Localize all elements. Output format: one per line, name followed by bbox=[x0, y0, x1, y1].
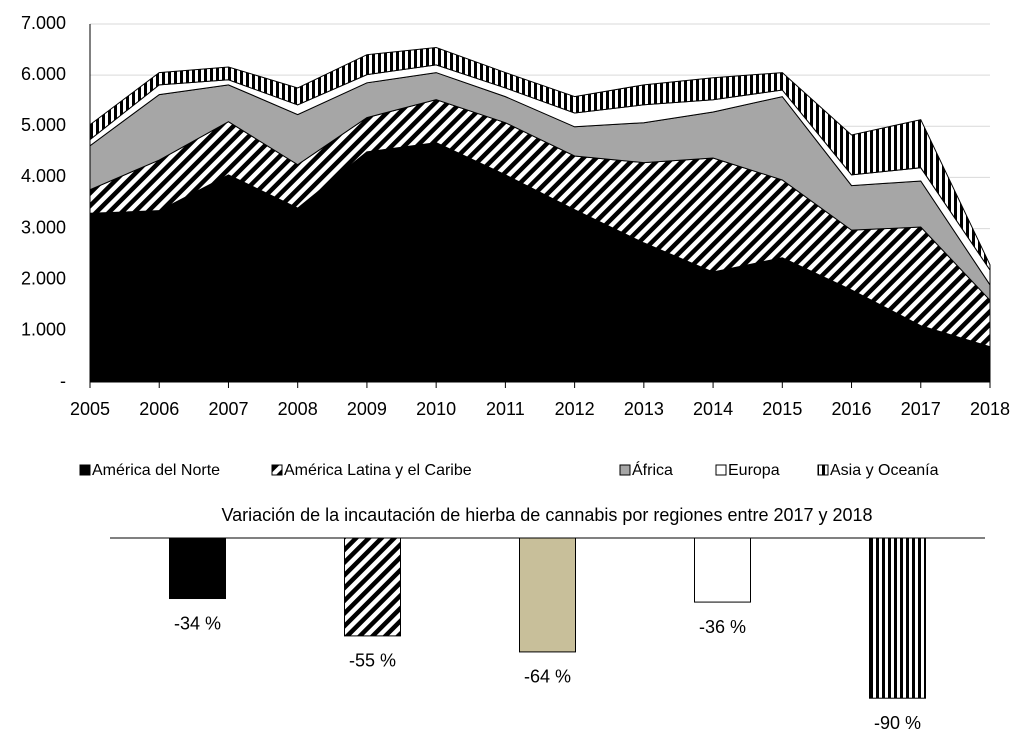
x-tick-label: 2009 bbox=[347, 399, 387, 419]
x-tick-label: 2007 bbox=[208, 399, 248, 419]
legend-label: Asia y Oceanía bbox=[830, 462, 939, 479]
x-tick-label: 2014 bbox=[693, 399, 733, 419]
legend-marker bbox=[817, 464, 829, 476]
x-tick-label: 2013 bbox=[624, 399, 664, 419]
y-tick-label: - bbox=[60, 371, 66, 391]
legend-label: África bbox=[632, 460, 673, 479]
x-tick-label: 2017 bbox=[901, 399, 941, 419]
bar bbox=[869, 537, 926, 699]
x-tick-label: 2010 bbox=[416, 399, 456, 419]
bar-value-label: -34 % bbox=[174, 613, 221, 633]
bar bbox=[344, 537, 401, 637]
x-tick-label: 2006 bbox=[139, 399, 179, 419]
bar bbox=[169, 537, 226, 600]
x-tick-label: 2018 bbox=[970, 399, 1010, 419]
y-tick-label: 3.000 bbox=[21, 217, 66, 237]
x-tick-label: 2008 bbox=[278, 399, 318, 419]
bar bbox=[694, 537, 751, 603]
legend-label: América Latina y el Caribe bbox=[284, 462, 472, 479]
x-tick-label: 2012 bbox=[555, 399, 595, 419]
bar-value-label: -64 % bbox=[524, 667, 571, 687]
legend-marker bbox=[271, 464, 283, 476]
x-tick-label: 2015 bbox=[762, 399, 802, 419]
legend-marker bbox=[79, 464, 91, 476]
legend-label: Europa bbox=[728, 462, 780, 479]
legend-marker bbox=[715, 464, 727, 476]
area bbox=[89, 47, 991, 272]
y-tick-label: 4.000 bbox=[21, 166, 66, 186]
y-tick-label: 5.000 bbox=[21, 115, 66, 135]
y-tick-label: 6.000 bbox=[21, 64, 66, 84]
x-tick-label: 2011 bbox=[486, 399, 525, 419]
y-tick-label: 1.000 bbox=[21, 320, 66, 340]
bar bbox=[519, 537, 576, 653]
bar-value-label: -36 % bbox=[699, 617, 746, 637]
bar-value-label: -55 % bbox=[349, 651, 396, 671]
y-tick-label: 7.000 bbox=[21, 13, 66, 33]
legend-label: América del Norte bbox=[92, 462, 220, 479]
bar-chart-title: Variación de la incautación de hierba de… bbox=[221, 505, 872, 525]
x-tick-label: 2005 bbox=[70, 399, 110, 419]
legend-marker bbox=[619, 464, 631, 476]
x-tick-label: 2016 bbox=[832, 399, 872, 419]
y-tick-label: 2.000 bbox=[21, 268, 66, 288]
bar-value-label: -90 % bbox=[874, 713, 921, 733]
